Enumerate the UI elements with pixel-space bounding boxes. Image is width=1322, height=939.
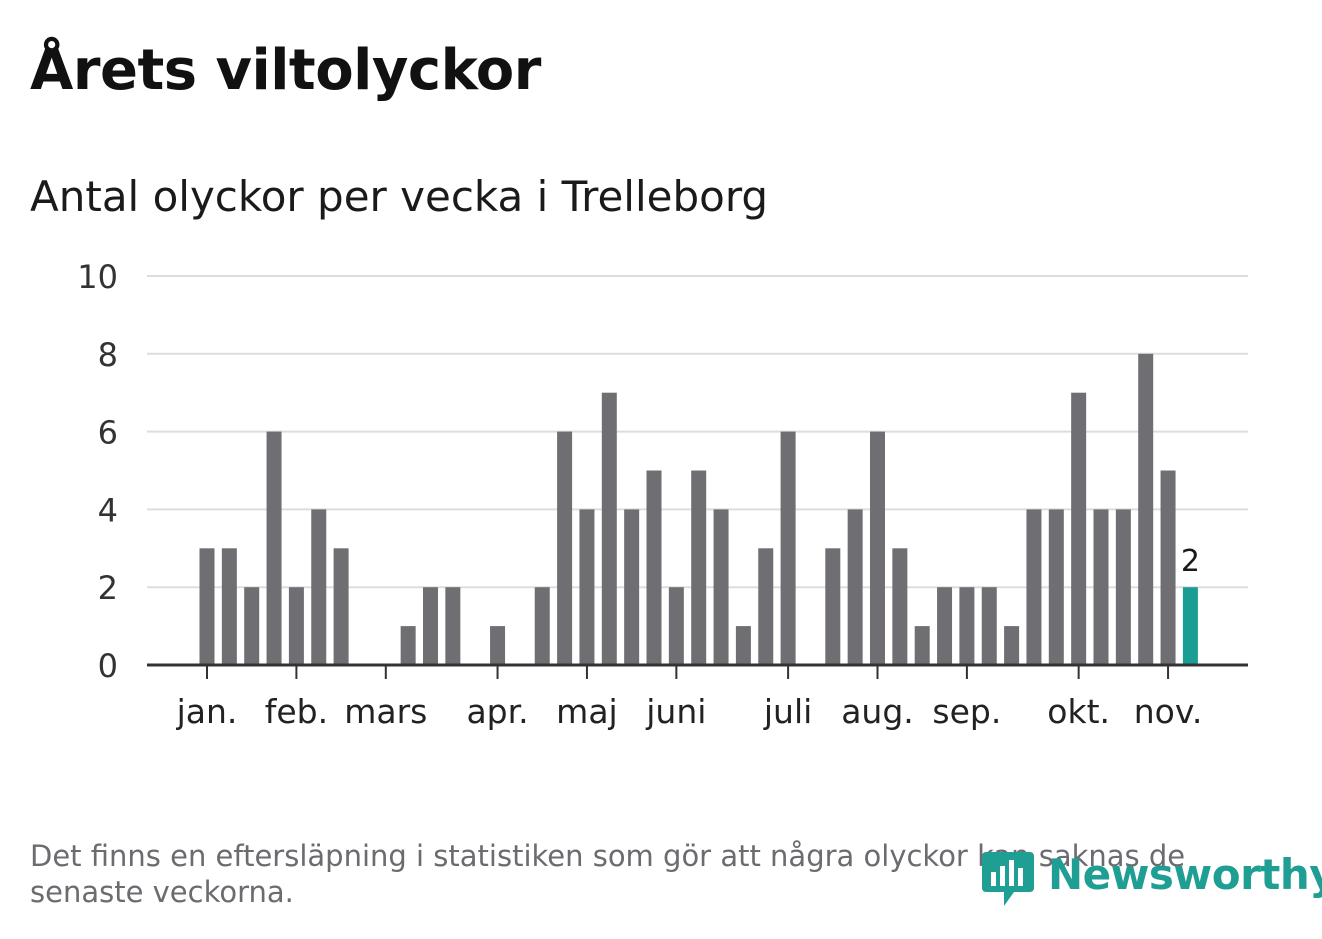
x-tick-label: apr. — [466, 692, 528, 731]
bar — [244, 587, 260, 665]
bar — [221, 548, 237, 665]
bar — [288, 587, 304, 665]
bar — [735, 626, 751, 665]
bar — [914, 626, 930, 665]
y-tick-label: 8 — [98, 336, 118, 374]
bar — [780, 431, 796, 665]
bar — [601, 392, 617, 665]
newsworthy-logo-icon — [982, 852, 1034, 906]
bar — [1004, 626, 1020, 665]
bar — [266, 431, 282, 665]
bar — [870, 431, 885, 665]
bar — [311, 509, 327, 665]
bar — [400, 626, 416, 665]
chart-title: Årets viltolyckor — [30, 38, 541, 103]
bar — [758, 548, 774, 665]
bar — [1160, 470, 1176, 665]
bar — [557, 431, 573, 665]
x-tick-label: jan. — [176, 692, 238, 731]
bar — [847, 509, 863, 665]
bar — [937, 587, 953, 665]
x-tick-label: feb. — [265, 692, 328, 731]
bar — [1093, 509, 1109, 665]
bar — [713, 509, 729, 665]
bar — [199, 548, 215, 665]
y-tick-label: 0 — [98, 647, 118, 685]
x-tick-label: juni — [645, 692, 706, 731]
bar — [981, 587, 997, 665]
chart-subtitle: Antal olyckor per vecka i Trelleborg — [30, 172, 769, 221]
newsworthy-brand-text: Newsworthy — [1048, 850, 1322, 899]
bar-data-label: 2 — [1181, 544, 1200, 579]
bar — [445, 587, 461, 665]
y-tick-label: 6 — [98, 414, 118, 452]
bar — [423, 587, 438, 665]
y-tick-label: 2 — [98, 569, 118, 607]
x-tick-label: okt. — [1047, 692, 1110, 731]
bar — [668, 587, 684, 665]
x-tick-label: sep. — [932, 692, 1001, 731]
x-tick-label: nov. — [1134, 692, 1203, 731]
y-tick-label: 10 — [77, 258, 118, 296]
bar — [1026, 509, 1042, 665]
bar — [333, 548, 349, 665]
bar — [892, 548, 908, 665]
bar — [1138, 353, 1154, 665]
bar — [1115, 509, 1131, 665]
bar — [579, 509, 595, 665]
y-tick-label: 4 — [98, 491, 118, 529]
bar — [1071, 392, 1087, 665]
x-tick-label: mars — [344, 692, 427, 731]
x-tick-label: maj — [556, 692, 618, 731]
bar — [691, 470, 707, 665]
bar-highlight — [1182, 587, 1198, 665]
x-tick-label: juli — [763, 692, 812, 731]
bar — [646, 470, 662, 665]
bar — [825, 548, 841, 665]
bar — [534, 587, 550, 665]
x-tick-label: aug. — [841, 692, 914, 731]
bar — [959, 587, 975, 665]
bar — [490, 626, 506, 665]
bar — [1048, 509, 1064, 665]
bar — [624, 509, 640, 665]
